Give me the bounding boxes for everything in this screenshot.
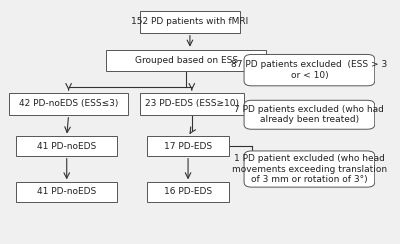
Bar	[147, 182, 229, 202]
Bar	[140, 93, 244, 115]
Text: 17 PD-EDS: 17 PD-EDS	[164, 142, 212, 151]
Text: 41 PD-noEDS: 41 PD-noEDS	[37, 142, 96, 151]
Text: 16 PD-EDS: 16 PD-EDS	[164, 187, 212, 196]
Bar	[16, 182, 117, 202]
Bar	[16, 136, 117, 156]
Bar	[106, 50, 266, 71]
Bar	[147, 136, 229, 156]
Text: 42 PD-noEDS (ESS≤3): 42 PD-noEDS (ESS≤3)	[19, 99, 118, 108]
Bar	[9, 93, 128, 115]
FancyBboxPatch shape	[244, 100, 375, 129]
Text: 1 PD patient excluded (who head
movements exceeding translation
of 3 mm or rotat: 1 PD patient excluded (who head movement…	[232, 154, 387, 184]
Text: 7 PD patients excluded (who had
already been treated): 7 PD patients excluded (who had already …	[234, 105, 384, 124]
Text: 41 PD-noEDS: 41 PD-noEDS	[37, 187, 96, 196]
Text: Grouped based on ESS: Grouped based on ESS	[135, 56, 238, 65]
Text: 152 PD patients with fMRI: 152 PD patients with fMRI	[131, 17, 248, 26]
Text: 23 PD-EDS (ESS≥10): 23 PD-EDS (ESS≥10)	[145, 99, 239, 108]
Text: 87 PD patients excluded  (ESS > 3
or < 10): 87 PD patients excluded (ESS > 3 or < 10…	[231, 61, 388, 80]
Bar	[140, 11, 240, 33]
FancyBboxPatch shape	[244, 54, 375, 86]
FancyBboxPatch shape	[244, 151, 375, 187]
